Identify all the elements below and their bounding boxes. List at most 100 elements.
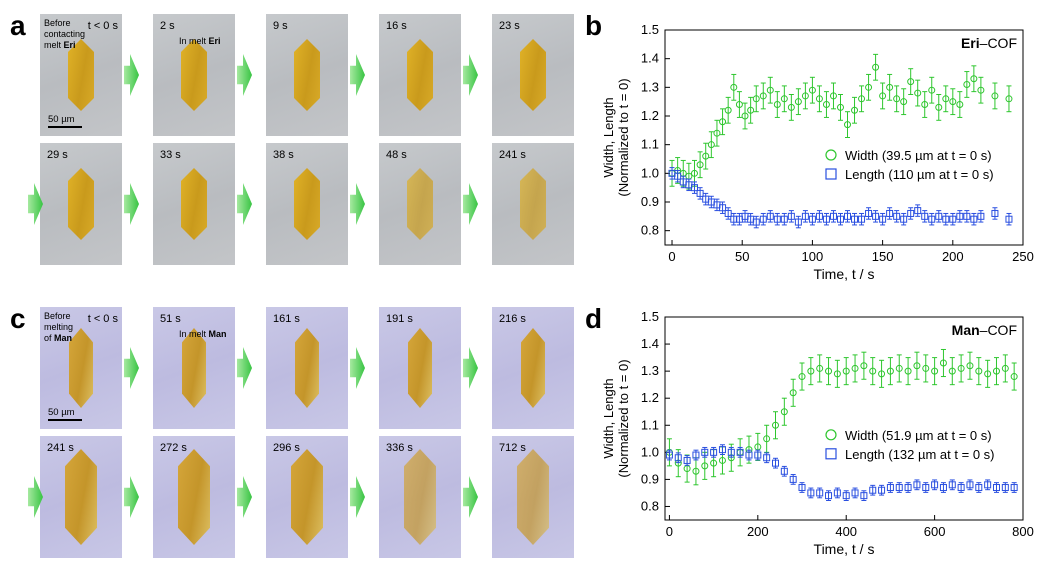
data-point	[780, 95, 788, 103]
data-point	[836, 103, 844, 111]
x-tick-label: 0	[666, 524, 673, 539]
arrow-icon	[124, 183, 139, 225]
data-point	[692, 467, 700, 475]
data-point	[702, 152, 710, 160]
arrow-icon	[124, 54, 139, 96]
data-point	[957, 364, 965, 372]
note-line: Before	[44, 18, 71, 28]
x-tick-label: 250	[1012, 249, 1034, 264]
x-tick-label: 200	[747, 524, 769, 539]
data-point	[752, 218, 760, 226]
legend-marker	[825, 448, 837, 460]
data-point	[780, 215, 788, 223]
x-axis-label: Time, t / s	[814, 541, 875, 557]
data-point	[907, 209, 915, 217]
frame-time-label: 9 s	[273, 20, 288, 32]
frame-note-before: Before melting of Man	[44, 311, 73, 344]
frame-time-label: 241 s	[499, 149, 526, 161]
data-point	[956, 101, 964, 109]
data-point	[808, 86, 816, 94]
data-point	[825, 492, 833, 500]
data-point	[1001, 484, 1009, 492]
data-point	[692, 451, 700, 459]
data-point	[713, 129, 721, 137]
arrow-icon	[237, 476, 252, 518]
data-point	[787, 212, 795, 220]
data-point	[801, 92, 809, 100]
photo-frame: 272 s	[153, 436, 235, 558]
y-axis-label-sub: (Normalized to t = 0)	[616, 78, 631, 196]
data-point	[991, 209, 999, 217]
x-axis-label: Time, t / s	[814, 266, 875, 282]
note-line: contacting	[44, 29, 86, 39]
panel-label-d: d	[585, 303, 603, 334]
y-tick-label: 1.3	[641, 79, 659, 94]
x-tick-label: 600	[924, 524, 946, 539]
photo-frame: t < 0 s Before contacting melt Eri 50 µm	[40, 14, 122, 136]
frame-time-label: 712 s	[499, 442, 526, 454]
crystal	[68, 168, 94, 240]
data-point	[922, 484, 930, 492]
arrow-icon	[463, 54, 478, 96]
data-point	[808, 215, 816, 223]
crystal	[182, 328, 206, 408]
scale-bar-label: 50 µm	[48, 114, 75, 125]
photo-frame: 191 s	[379, 307, 461, 429]
frame-time-label: 216 s	[499, 313, 526, 325]
data-point	[829, 212, 837, 220]
crystal	[69, 328, 93, 408]
data-point	[991, 92, 999, 100]
data-point	[807, 489, 815, 497]
crystal	[520, 168, 546, 240]
data-point	[942, 95, 950, 103]
note-material: Man	[54, 333, 73, 343]
data-point	[939, 484, 947, 492]
chart-title-rest: –COF	[980, 322, 1017, 338]
data-point	[719, 204, 727, 212]
y-tick-label: 1.5	[641, 22, 659, 37]
data-point	[928, 215, 936, 223]
frame-time-label: t < 0 s	[87, 313, 118, 325]
data-point	[977, 86, 985, 94]
y-tick-label: 1.3	[641, 363, 659, 378]
data-point	[690, 184, 698, 192]
data-point	[815, 212, 823, 220]
y-tick-label: 1.4	[641, 336, 659, 351]
photo-frame: 48 s	[379, 143, 461, 265]
data-point	[807, 367, 815, 375]
data-point	[842, 492, 850, 500]
data-point	[904, 367, 912, 375]
frame-time-label: 16 s	[386, 20, 407, 32]
legend-label: Width (39.5 µm at t = 0 s)	[845, 148, 992, 163]
frame-time-label: 48 s	[386, 149, 407, 161]
data-point	[816, 364, 824, 372]
photo-frame: 2 s In melt Eri	[153, 14, 235, 136]
data-point	[801, 212, 809, 220]
scale-bar-label: 50 µm	[48, 407, 75, 418]
data-point	[789, 389, 797, 397]
data-point	[730, 83, 738, 91]
data-point	[921, 212, 929, 220]
data-point	[1001, 364, 1009, 372]
crystal	[408, 328, 432, 408]
legend-marker	[825, 149, 837, 161]
y-tick-label: 1.4	[641, 51, 659, 66]
data-point	[771, 421, 779, 429]
crystal	[181, 39, 207, 111]
data-point	[904, 484, 912, 492]
data-point	[858, 215, 866, 223]
data-point	[735, 101, 743, 109]
chart-title-bold: Man	[952, 322, 980, 338]
note-line: melt Eri	[44, 40, 76, 50]
data-point	[690, 169, 698, 177]
data-point	[914, 207, 922, 215]
y-tick-label: 1.5	[641, 309, 659, 324]
photo-frame: 33 s	[153, 143, 235, 265]
data-point	[842, 367, 850, 375]
data-point	[1010, 373, 1018, 381]
arrow-icon	[463, 183, 478, 225]
y-tick-label: 1.0	[641, 165, 659, 180]
frame-time-label: 29 s	[47, 149, 68, 161]
data-point	[773, 215, 781, 223]
data-point	[825, 367, 833, 375]
